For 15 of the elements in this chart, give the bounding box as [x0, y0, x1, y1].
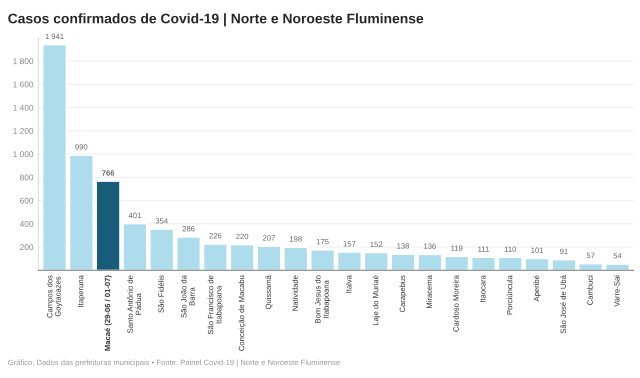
bar — [42, 44, 67, 270]
y-tick-label: 200 — [20, 244, 34, 250]
y-tick-label: 1 000 — [13, 151, 34, 158]
bar — [256, 246, 282, 270]
bar — [176, 236, 202, 270]
y-tick-label: 800 — [20, 174, 34, 180]
y-tick-label: 1 600 — [13, 81, 34, 88]
chart-title: Casos confirmados de Covid-19 | Norte e Noroeste Fluminense — [8, 13, 424, 26]
y-tick-label: 400 — [20, 220, 34, 227]
bar — [470, 256, 496, 270]
y-tick-label: 1 200 — [13, 128, 34, 134]
bar — [390, 254, 416, 270]
y-tick-label: 1 800 — [13, 58, 34, 64]
y-tick-label: 600 — [20, 198, 34, 204]
y-tick-label: 1 400 — [13, 104, 34, 111]
